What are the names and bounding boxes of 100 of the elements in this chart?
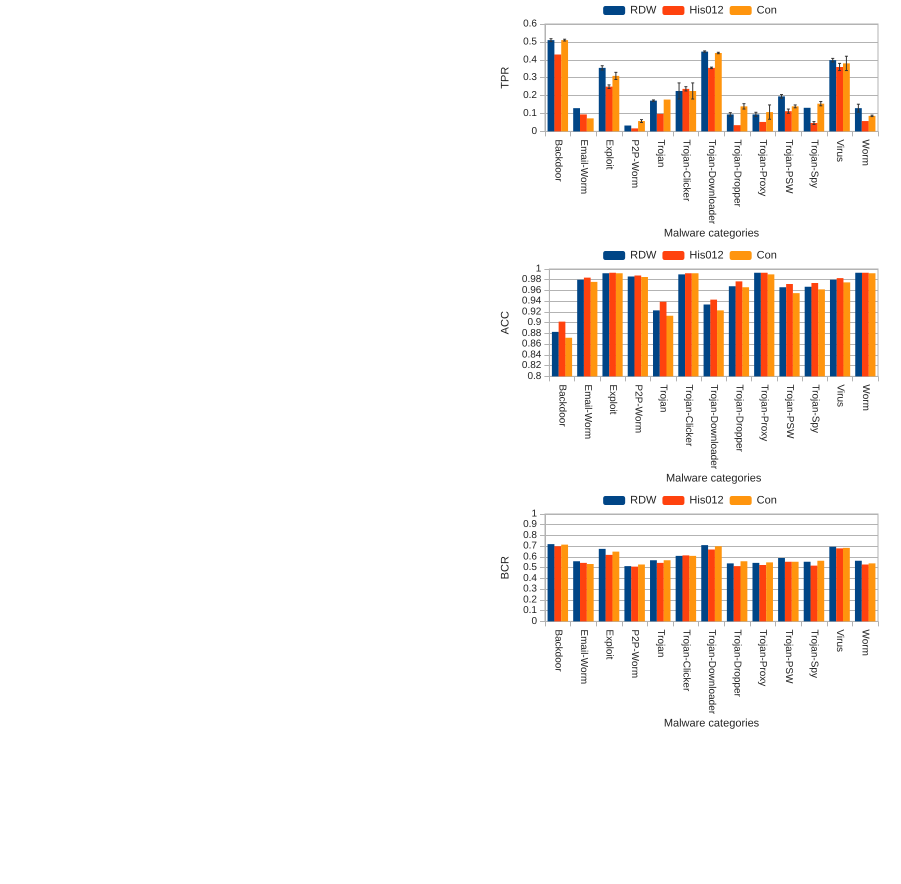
bar [817, 560, 824, 622]
bar [676, 90, 682, 132]
x-axis-title: Malware categories [664, 228, 760, 240]
bar [573, 561, 580, 622]
x-tick-label: Virus [834, 384, 846, 408]
x-tick-label: Worm [860, 384, 871, 411]
y-tick-label: 0.88 [522, 328, 542, 339]
bar [759, 122, 766, 132]
x-tick-label: Trojan [654, 629, 666, 658]
x-tick-label: Trojan-Downloader [708, 384, 720, 470]
x-tick-label: Trojan-Clicker [680, 139, 692, 202]
bar [586, 118, 594, 132]
bar [854, 108, 862, 132]
y-tick-label: 0.3 [523, 584, 538, 595]
bar [868, 563, 876, 622]
bar [792, 106, 799, 132]
bar [752, 114, 760, 132]
bar [810, 123, 818, 132]
bar [804, 562, 811, 622]
bar [548, 544, 554, 622]
y-tick-label: 0.6 [523, 18, 538, 30]
bar [682, 555, 690, 622]
bar [714, 546, 722, 622]
x-tick-label: Trojan-Spy [809, 384, 820, 433]
legend-label: His012 [689, 250, 724, 262]
x-tick-label: Trojan-Proxy [757, 139, 768, 196]
bar [606, 86, 612, 132]
bar [701, 52, 708, 132]
bar [766, 562, 773, 622]
bar [554, 546, 562, 622]
x-tick-label: Trojan-Downloader [706, 139, 717, 225]
bar [778, 558, 785, 622]
bar [854, 560, 862, 622]
x-tick-label: Trojan [654, 139, 666, 168]
x-tick-label: Worm [860, 629, 871, 656]
bar [792, 562, 799, 622]
bar [548, 40, 554, 132]
bar [740, 106, 748, 132]
x-tick-label: Exploit [604, 629, 615, 660]
y-tick-label: 0.2 [523, 90, 538, 102]
bar [726, 114, 734, 132]
bar [676, 556, 682, 622]
x-tick-label: Backdoor [552, 629, 564, 672]
x-tick-label: Trojan-PSW [782, 139, 794, 194]
legend-label: His012 [689, 4, 724, 16]
bar [573, 108, 580, 132]
y-tick-label: 0.84 [522, 349, 542, 360]
bar [638, 564, 645, 622]
bar [580, 562, 587, 622]
bar [804, 108, 811, 132]
bar [631, 566, 638, 622]
bar [638, 121, 645, 132]
bar [580, 114, 587, 132]
bar [708, 68, 715, 132]
x-tick-label: Backdoor [552, 139, 564, 182]
bar [862, 121, 869, 132]
bar [701, 545, 708, 622]
bar [734, 566, 741, 622]
x-tick-label: P2P-Worm [629, 629, 640, 678]
bar [752, 562, 760, 622]
bar [612, 76, 620, 132]
bar [689, 556, 696, 622]
bar [842, 63, 850, 132]
bar [586, 564, 594, 622]
y-tick-label: 0.8 [527, 370, 542, 382]
bar [708, 549, 715, 622]
bar [554, 54, 562, 132]
x-tick-label: Exploit [607, 384, 618, 415]
bar [561, 544, 568, 622]
y-tick-label: 0.1 [523, 605, 538, 616]
bar [682, 88, 690, 132]
y-tick-label: 0.7 [523, 540, 538, 552]
bar [624, 126, 632, 132]
bar [664, 100, 671, 132]
y-tick-label: 0.82 [522, 360, 542, 372]
bar [829, 546, 836, 622]
y-tick-label: 0.8 [523, 530, 538, 541]
bar [656, 114, 664, 132]
legend-label: Con [756, 250, 777, 262]
bar [606, 554, 612, 622]
x-tick-label: P2P-Worm [629, 139, 640, 188]
y-tick-label: 0.9 [527, 317, 542, 328]
x-tick-label: Email-Worm [578, 139, 589, 194]
bar [714, 53, 722, 132]
y-tick-label: 1 [531, 508, 538, 520]
bar [689, 90, 696, 132]
bar [656, 562, 664, 622]
bar [726, 563, 734, 622]
bar [598, 68, 606, 132]
y-tick-label: 0.4 [523, 572, 538, 584]
x-tick-label: Trojan-Dropper [732, 139, 743, 208]
bar [862, 564, 869, 622]
bar [817, 104, 824, 132]
bar [829, 60, 836, 132]
x-tick-label: Trojan-PSW [784, 384, 796, 440]
x-tick-label: P2P-Worm [632, 384, 644, 434]
bar [650, 100, 657, 132]
bar [664, 560, 671, 622]
y-tick-label: 0.5 [523, 562, 538, 574]
bar [836, 548, 843, 622]
